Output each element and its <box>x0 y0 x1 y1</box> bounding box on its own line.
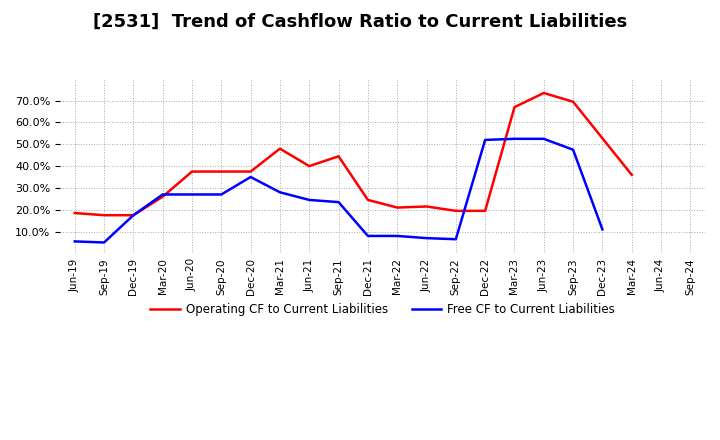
Operating CF to Current Liabilities <box>393 205 402 210</box>
Operating CF to Current Liabilities <box>71 210 79 216</box>
Operating CF to Current Liabilities <box>276 146 284 151</box>
Operating CF to Current Liabilities <box>422 204 431 209</box>
Free CF to Current Liabilities <box>539 136 548 142</box>
Line: Free CF to Current Liabilities: Free CF to Current Liabilities <box>75 139 603 242</box>
Operating CF to Current Liabilities <box>100 213 109 218</box>
Free CF to Current Liabilities <box>598 227 607 232</box>
Operating CF to Current Liabilities <box>188 169 197 174</box>
Operating CF to Current Liabilities <box>569 99 577 104</box>
Free CF to Current Liabilities <box>481 137 490 143</box>
Operating CF to Current Liabilities <box>627 172 636 177</box>
Free CF to Current Liabilities <box>100 240 109 245</box>
Operating CF to Current Liabilities <box>481 208 490 213</box>
Free CF to Current Liabilities <box>451 237 460 242</box>
Operating CF to Current Liabilities <box>451 208 460 213</box>
Operating CF to Current Liabilities <box>246 169 255 174</box>
Line: Operating CF to Current Liabilities: Operating CF to Current Liabilities <box>75 93 631 215</box>
Free CF to Current Liabilities <box>158 192 167 197</box>
Free CF to Current Liabilities <box>71 239 79 244</box>
Legend: Operating CF to Current Liabilities, Free CF to Current Liabilities: Operating CF to Current Liabilities, Fre… <box>145 298 619 321</box>
Free CF to Current Liabilities <box>305 197 314 202</box>
Operating CF to Current Liabilities <box>364 197 372 202</box>
Free CF to Current Liabilities <box>422 235 431 241</box>
Operating CF to Current Liabilities <box>539 90 548 95</box>
Free CF to Current Liabilities <box>569 147 577 152</box>
Operating CF to Current Liabilities <box>334 154 343 159</box>
Text: [2531]  Trend of Cashflow Ratio to Current Liabilities: [2531] Trend of Cashflow Ratio to Curren… <box>93 13 627 31</box>
Operating CF to Current Liabilities <box>217 169 225 174</box>
Operating CF to Current Liabilities <box>305 164 314 169</box>
Free CF to Current Liabilities <box>364 233 372 238</box>
Operating CF to Current Liabilities <box>158 194 167 199</box>
Free CF to Current Liabilities <box>334 199 343 205</box>
Free CF to Current Liabilities <box>510 136 519 142</box>
Free CF to Current Liabilities <box>217 192 225 197</box>
Free CF to Current Liabilities <box>129 213 138 218</box>
Operating CF to Current Liabilities <box>510 105 519 110</box>
Free CF to Current Liabilities <box>246 174 255 180</box>
Free CF to Current Liabilities <box>188 192 197 197</box>
Operating CF to Current Liabilities <box>129 213 138 218</box>
Free CF to Current Liabilities <box>393 233 402 238</box>
Free CF to Current Liabilities <box>276 190 284 195</box>
